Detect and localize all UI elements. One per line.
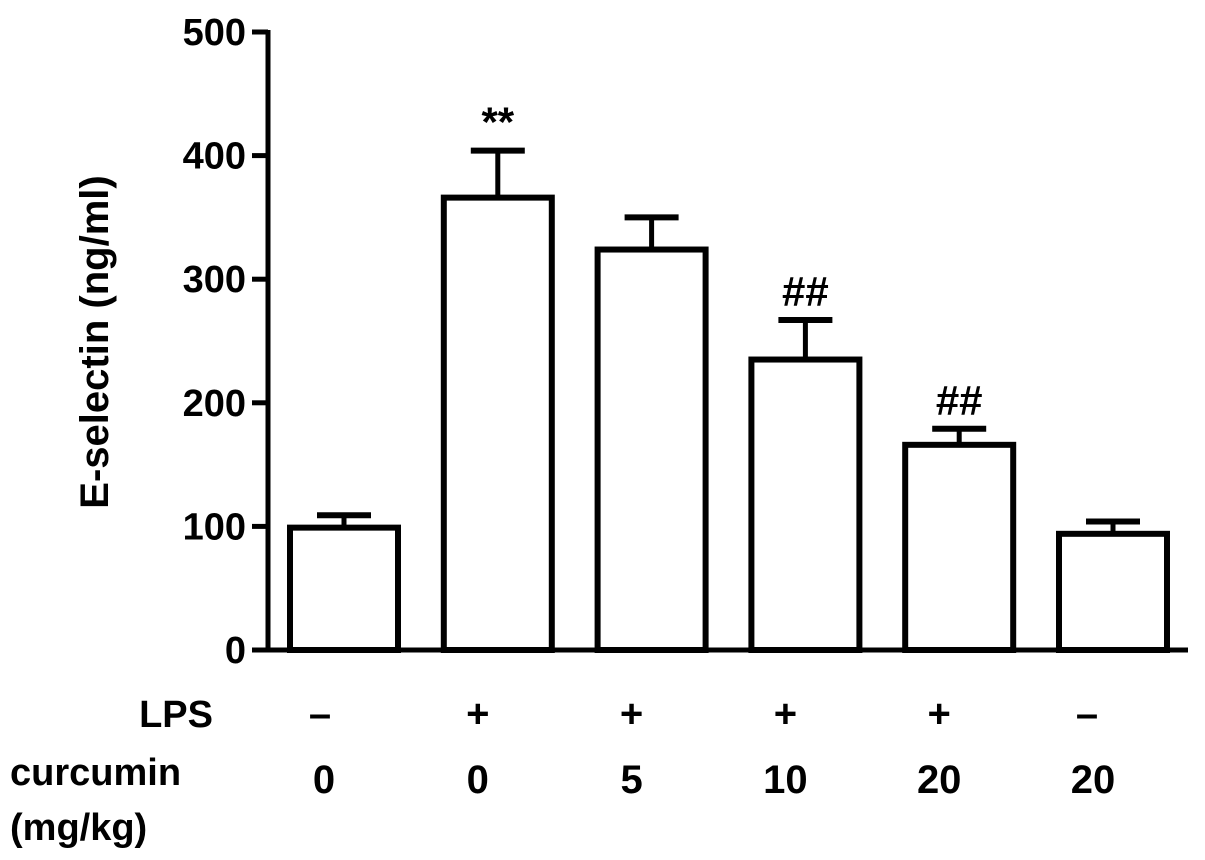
lps-value: – <box>1076 692 1098 736</box>
y-axis-label: E-selectin (ng/ml) <box>73 175 117 508</box>
curcumin-dose-value: 20 <box>1071 758 1116 802</box>
significance-label: ## <box>936 377 983 424</box>
bar <box>902 441 1017 653</box>
bar <box>748 356 863 653</box>
bar <box>594 246 709 653</box>
bar <box>287 524 401 653</box>
axes <box>265 30 1188 653</box>
lps-value: + <box>466 692 489 736</box>
condition-values: – + + + + – 0 0 5 10 20 20 <box>309 692 1115 802</box>
bar <box>440 194 555 653</box>
bar <box>1056 530 1170 653</box>
curcumin-row-label: curcumin <box>10 752 181 794</box>
y-tick-label: 100 <box>183 506 246 548</box>
significance-label: ** <box>481 99 514 146</box>
lps-row-label: LPS <box>139 694 213 736</box>
y-axis-ticks: 0 100 200 300 400 500 <box>183 12 268 672</box>
lps-value: + <box>620 692 643 736</box>
y-tick-label: 400 <box>183 136 246 178</box>
y-tick-label: 0 <box>225 630 246 672</box>
curcumin-dose-value: 0 <box>467 758 489 802</box>
lps-value: – <box>309 692 331 736</box>
curcumin-dose-value: 5 <box>620 758 642 802</box>
curcumin-dose-value: 20 <box>917 758 962 802</box>
lps-value: + <box>928 692 951 736</box>
curcumin-dose-value: 10 <box>763 758 808 802</box>
lps-value: + <box>774 692 797 736</box>
y-tick-label: 500 <box>183 12 246 54</box>
curcumin-unit-label: (mg/kg) <box>10 807 147 849</box>
curcumin-dose-value: 0 <box>313 758 335 802</box>
bars: ** ## ## <box>287 99 1170 653</box>
y-tick-label: 200 <box>183 383 246 425</box>
significance-label: ## <box>782 268 829 315</box>
y-tick-label: 300 <box>183 259 246 301</box>
